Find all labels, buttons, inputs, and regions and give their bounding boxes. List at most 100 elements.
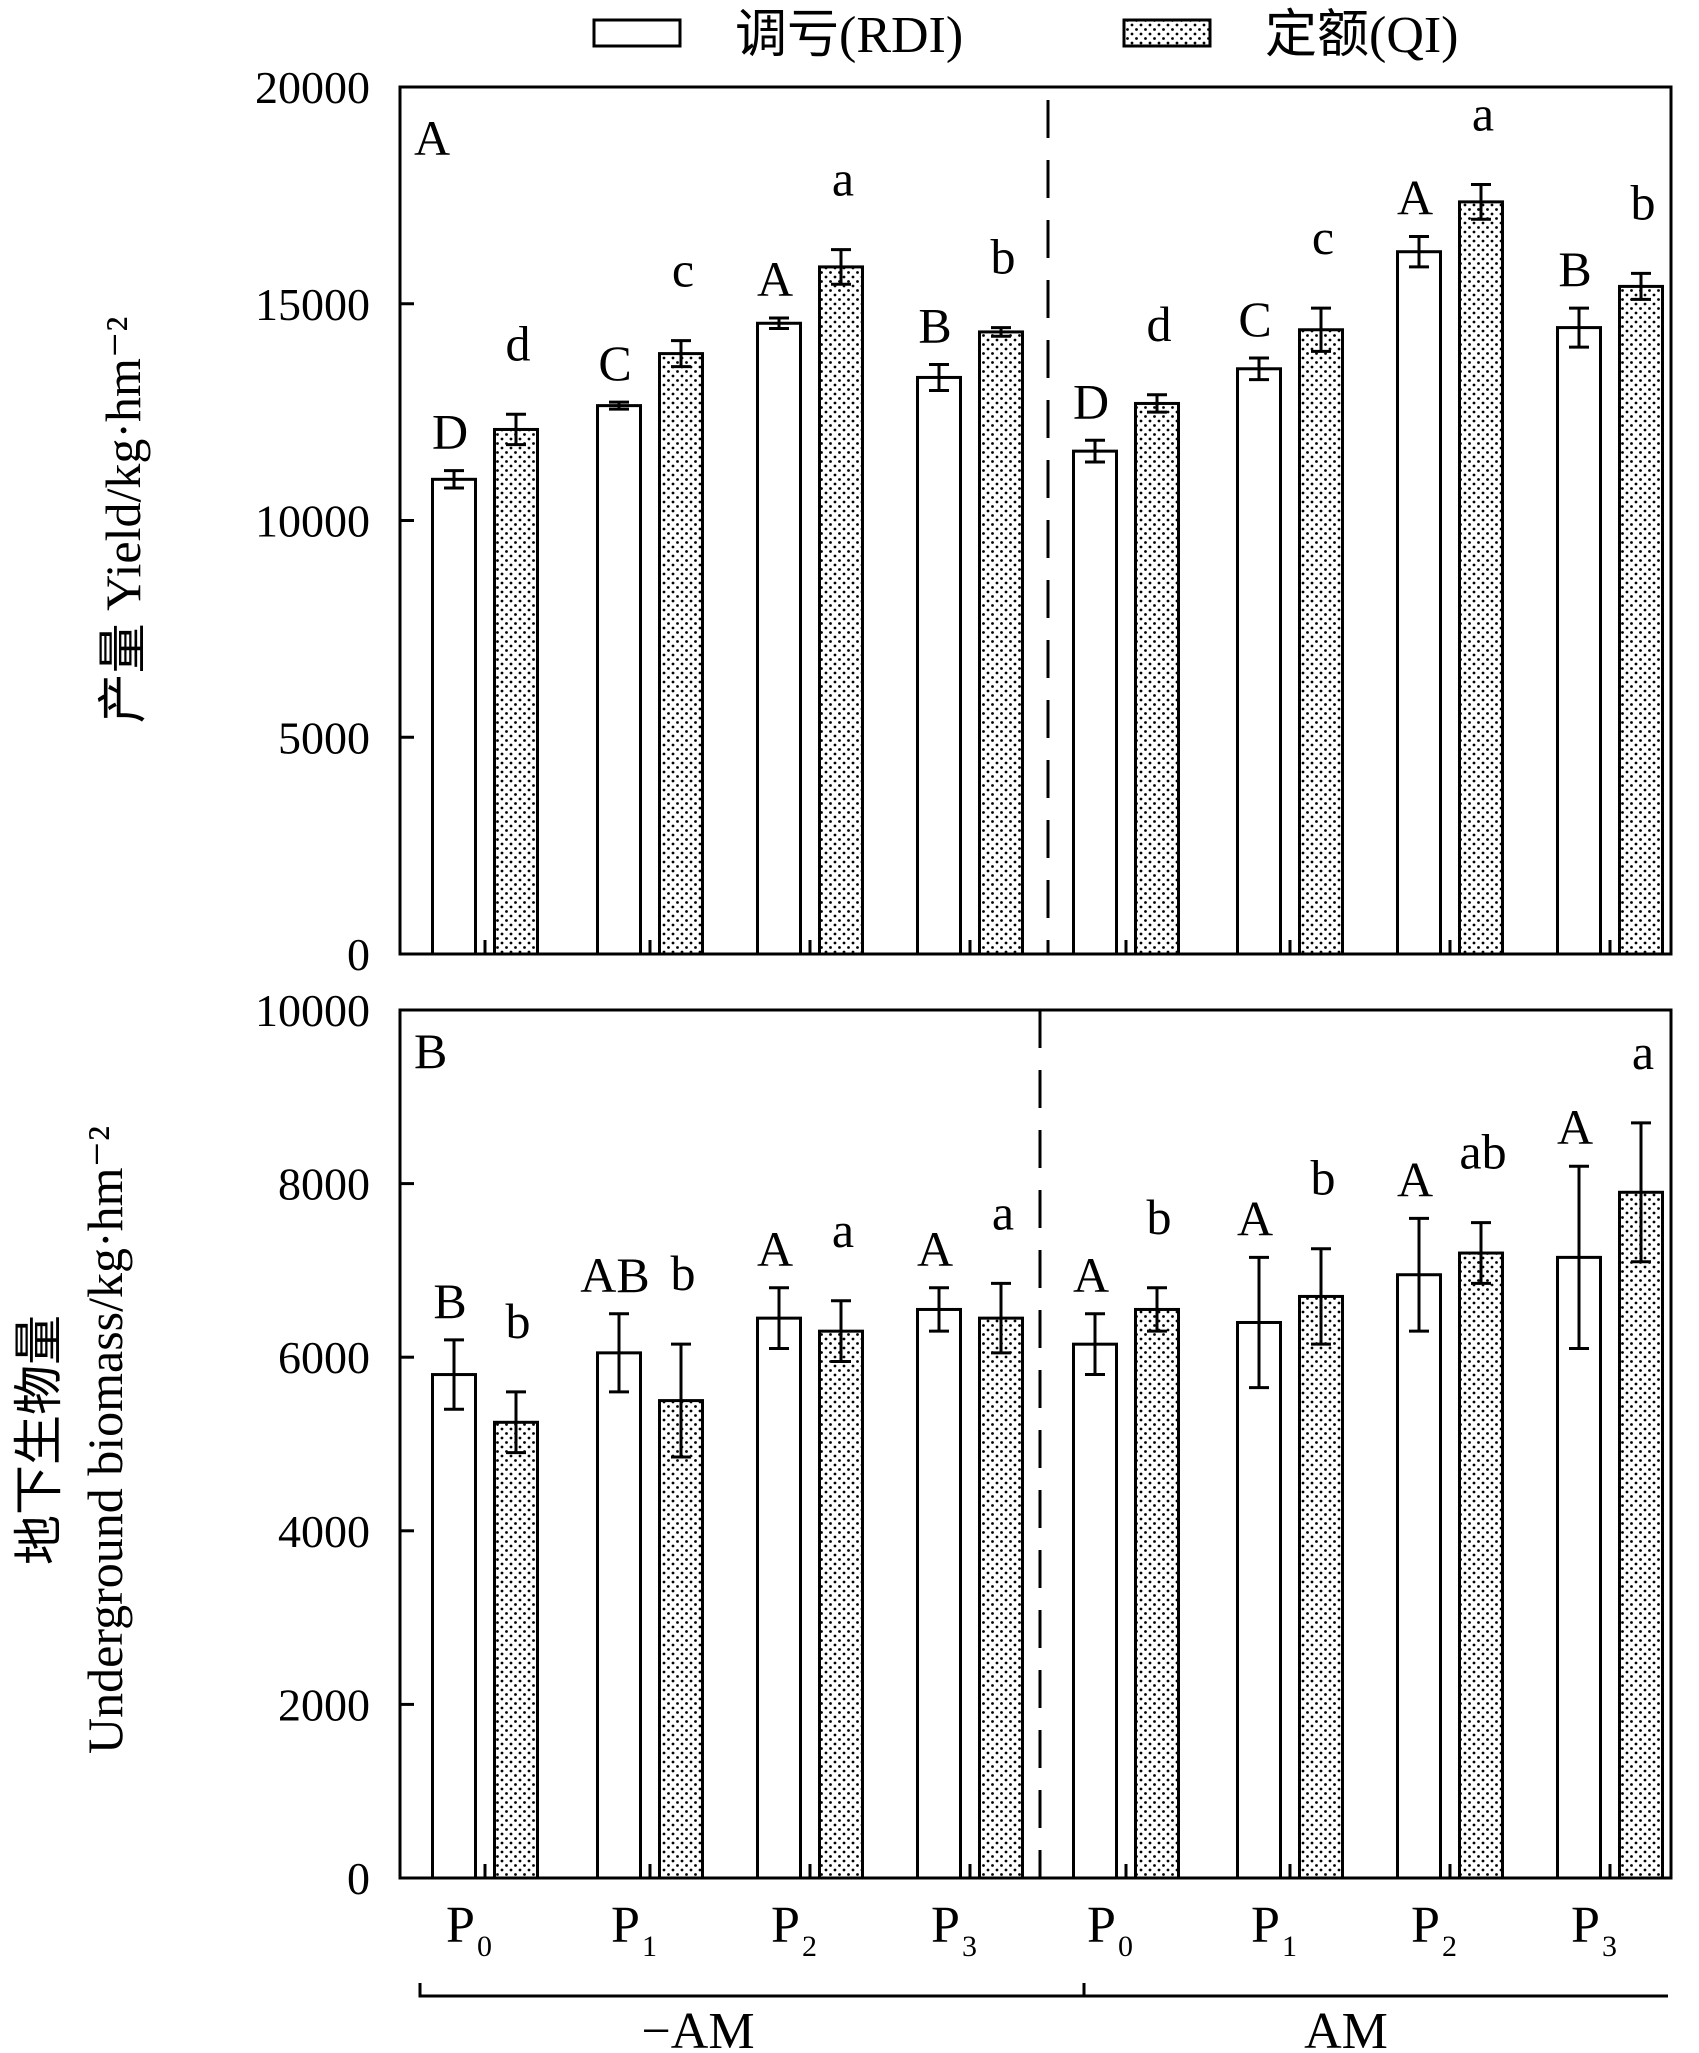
significance-letter: C [598, 335, 631, 391]
bar-rdi [756, 1316, 802, 1880]
y-tick-label: 0 [347, 1853, 370, 1904]
x-axis-ticks: P0 P1 P2 P3 P0 P1 P2 P3 [446, 1897, 1617, 1963]
bar-qi [978, 330, 1024, 956]
bar-qi [658, 352, 704, 956]
group-label-minus-am: −AM [641, 2003, 754, 2053]
legend-label-rdi: 调亏(RDI) [735, 7, 963, 64]
bar-rdi [431, 1373, 477, 1880]
significance-letter: d [506, 315, 531, 371]
legend-swatch-qi [1122, 18, 1212, 48]
significance-letter: A [1237, 1190, 1273, 1246]
panel-a-label: A [414, 110, 450, 166]
panel-b-frame [398, 1008, 1673, 1880]
y-tick-label: 20000 [255, 62, 370, 113]
significance-letter: B [1558, 241, 1591, 297]
significance-letter: b [1631, 174, 1656, 230]
x-tick-label: P0 [446, 1897, 492, 1963]
bar-rdi [596, 1351, 642, 1880]
panel-a-bars: D C A B D C A Bd c a b d c a b [431, 86, 1664, 956]
significance-letter: C [1238, 291, 1271, 347]
y-tick-label: 5000 [278, 712, 370, 763]
y-tick-label: 15000 [255, 279, 370, 330]
bar-qi [1618, 1190, 1664, 1880]
group-bracket-am [1082, 1983, 1668, 1998]
significance-letter: b [1311, 1150, 1336, 1206]
x-tick-label: P3 [1571, 1897, 1617, 1963]
x-tick-label: P3 [931, 1897, 977, 1963]
bar-qi [1134, 1307, 1180, 1880]
panel-b-y-axis-label-cn: 地下生物量 [11, 1315, 67, 1565]
y-tick-label: 10000 [255, 496, 370, 547]
bar-qi [818, 265, 864, 956]
significance-letter: a [1472, 86, 1494, 142]
bar-rdi [1072, 449, 1118, 956]
panel-b-label: B [414, 1023, 447, 1079]
bar-rdi [1396, 1273, 1442, 1880]
y-tick-label: 4000 [278, 1506, 370, 1557]
bar-rdi [916, 375, 962, 956]
bar-qi [493, 427, 539, 956]
y-tick-label: 8000 [278, 1159, 370, 1210]
x-tick-label: P2 [1411, 1897, 1457, 1963]
significance-letter: d [1147, 296, 1172, 352]
bar-qi [1298, 1294, 1344, 1880]
panel-a-y-axis-label: 产量 Yield/kg·hm⁻² [95, 317, 151, 724]
significance-letter: b [506, 1293, 531, 1349]
x-tick-label: P1 [611, 1897, 657, 1963]
bar-rdi [756, 321, 802, 956]
panel-a-y-ticks: 0 5000 10000 15000 20000 [255, 62, 414, 980]
panel-b-y-axis-label-en: Underground biomass/kg·hm⁻² [77, 1126, 133, 1754]
x-tick-label: P0 [1087, 1897, 1133, 1963]
x-tick-label: P2 [771, 1897, 817, 1963]
bar-qi [1134, 401, 1180, 956]
significance-letter: A [757, 1221, 793, 1277]
bar-rdi [1236, 1320, 1282, 1880]
significance-letter: a [1632, 1024, 1654, 1080]
bar-rdi [1556, 326, 1602, 956]
significance-letter: B [918, 297, 951, 353]
significance-letter: A [757, 251, 793, 307]
significance-letter: c [1312, 209, 1334, 265]
significance-letter: a [992, 1184, 1014, 1240]
bar-rdi [596, 404, 642, 956]
significance-letter: A [1397, 170, 1433, 226]
significance-letter: b [671, 1245, 696, 1301]
bar-qi [978, 1316, 1024, 1880]
bar-rdi [1236, 367, 1282, 956]
significance-letter: c [672, 242, 694, 298]
significance-letter: A [1397, 1151, 1433, 1207]
significance-letter: AB [580, 1247, 649, 1303]
significance-letter: D [432, 404, 468, 460]
bar-qi [1458, 200, 1504, 956]
bar-qi [658, 1399, 704, 1880]
group-brackets: −AM AM [418, 1983, 1668, 2053]
significance-letter: a [832, 151, 854, 207]
significance-letter: b [1147, 1189, 1172, 1245]
significance-letter: ab [1459, 1124, 1506, 1180]
y-tick-label: 0 [347, 929, 370, 980]
legend-swatch-rdi [592, 18, 682, 48]
significance-letter: A [1073, 1247, 1109, 1303]
y-tick-label: 2000 [278, 1679, 370, 1730]
legend: 调亏(RDI) 定额(QI) [592, 7, 1459, 64]
bar-rdi [431, 477, 477, 956]
group-bracket-minus-am [418, 1983, 1084, 1998]
bar-rdi [1072, 1342, 1118, 1880]
group-label-am: AM [1304, 2003, 1388, 2053]
x-tick-label: P1 [1251, 1897, 1297, 1963]
bar-rdi [1396, 250, 1442, 956]
significance-letter: b [991, 229, 1016, 285]
significance-letter: B [433, 1273, 466, 1329]
bar-qi [1618, 284, 1664, 956]
bar-rdi [916, 1307, 962, 1880]
y-tick-label: 6000 [278, 1332, 370, 1383]
significance-letter: a [832, 1202, 854, 1258]
significance-letter: D [1073, 373, 1109, 429]
bar-qi [818, 1329, 864, 1880]
significance-letter: A [1557, 1099, 1593, 1155]
bar-qi [1458, 1251, 1504, 1880]
bar-qi [1298, 328, 1344, 956]
panel-b-y-ticks: 0 2000 4000 6000 8000 10000 [255, 985, 414, 1904]
